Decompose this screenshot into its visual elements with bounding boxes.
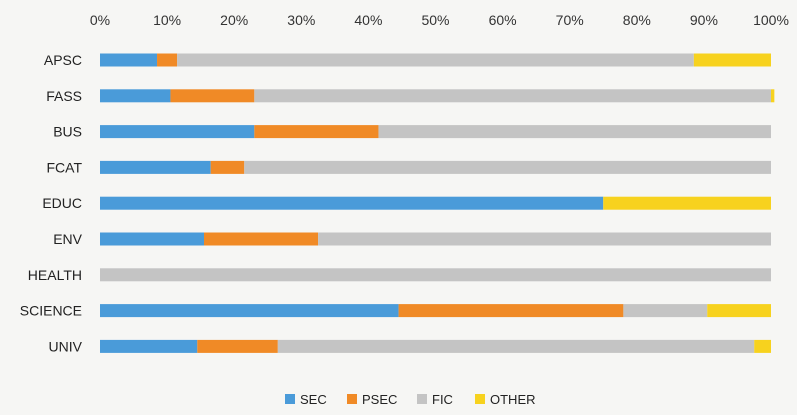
x-tick-label: 0% <box>90 12 110 28</box>
legend-label-fic: FIC <box>432 392 453 407</box>
bar-segment-fic-bus <box>378 125 771 139</box>
bar-segment-other-univ <box>754 339 771 353</box>
bar-segment-psec-fass <box>170 89 255 103</box>
bar-segment-fic-fass <box>254 89 771 103</box>
bar-segment-psec-apsc <box>157 53 178 67</box>
legend-swatch-sec <box>285 394 295 404</box>
bar-segment-sec-env <box>100 232 205 246</box>
x-tick-label: 20% <box>220 12 248 28</box>
bar-segment-sec-fcat <box>100 160 211 174</box>
bar-segment-fic-fcat <box>244 160 771 174</box>
legend-swatch-other <box>475 394 485 404</box>
category-label: APSC <box>44 52 82 68</box>
x-tick-label: 60% <box>489 12 517 28</box>
legend-swatch-fic <box>417 394 427 404</box>
bar-segment-sec-fass <box>100 89 171 103</box>
bar-segment-psec-science <box>398 304 624 318</box>
legend-label-sec: SEC <box>300 392 327 407</box>
legend-label-psec: PSEC <box>362 392 397 407</box>
category-label: FASS <box>46 88 82 104</box>
category-label: BUS <box>53 124 82 140</box>
category-label: HEALTH <box>28 267 82 283</box>
category-label: UNIV <box>49 338 83 354</box>
bar-segment-fic-science <box>623 304 708 318</box>
legend-label-other: OTHER <box>490 392 536 407</box>
bar-segment-psec-bus <box>254 125 379 139</box>
x-tick-label: 10% <box>153 12 181 28</box>
x-tick-label: 50% <box>421 12 449 28</box>
bar-segment-sec-univ <box>100 339 198 353</box>
x-tick-label: 80% <box>623 12 651 28</box>
bar-segment-sec-science <box>100 304 399 318</box>
bar-segment-fic-univ <box>277 339 755 353</box>
x-tick-label: 90% <box>690 12 718 28</box>
bar-segment-psec-univ <box>197 339 278 353</box>
bar-segment-sec-bus <box>100 125 255 139</box>
bar-segment-fic-env <box>318 232 771 246</box>
bar-segment-other-science <box>707 304 771 318</box>
x-tick-label: 70% <box>556 12 584 28</box>
x-tick-label: 40% <box>354 12 382 28</box>
legend-swatch-psec <box>347 394 357 404</box>
bar-segment-sec-educ <box>100 196 604 210</box>
bar-segment-fic-health <box>100 268 771 282</box>
bar-segment-other-apsc <box>693 53 771 67</box>
x-tick-label: 30% <box>287 12 315 28</box>
category-label: EDUC <box>42 195 82 211</box>
category-label: ENV <box>53 231 82 247</box>
category-label: FCAT <box>46 159 82 175</box>
bar-segment-sec-apsc <box>100 53 158 67</box>
bar-segment-psec-env <box>204 232 319 246</box>
category-label: SCIENCE <box>20 303 82 319</box>
bar-segment-other-educ <box>603 196 771 210</box>
x-tick-label: 100% <box>753 12 789 28</box>
bar-segment-psec-fcat <box>210 160 245 174</box>
bar-segment-fic-apsc <box>177 53 694 67</box>
bar-segment-other-fass <box>771 89 775 103</box>
